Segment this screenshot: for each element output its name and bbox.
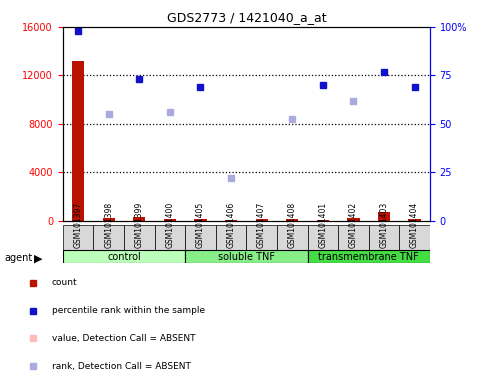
Bar <box>246 225 277 250</box>
Text: GSM101404: GSM101404 <box>410 202 419 248</box>
Bar <box>63 250 185 263</box>
Bar <box>338 225 369 250</box>
Text: GSM101401: GSM101401 <box>318 202 327 248</box>
Text: GSM101397: GSM101397 <box>73 202 83 248</box>
Text: GSM101399: GSM101399 <box>135 202 144 248</box>
Bar <box>185 225 216 250</box>
Text: GSM101408: GSM101408 <box>288 202 297 248</box>
Bar <box>308 225 338 250</box>
Text: GSM101403: GSM101403 <box>380 202 388 248</box>
Text: percentile rank within the sample: percentile rank within the sample <box>52 306 205 315</box>
Text: GSM101402: GSM101402 <box>349 202 358 248</box>
Bar <box>63 225 93 250</box>
Text: GSM101405: GSM101405 <box>196 202 205 248</box>
Text: rank, Detection Call = ABSENT: rank, Detection Call = ABSENT <box>52 362 191 371</box>
Text: GSM101406: GSM101406 <box>227 202 236 248</box>
Bar <box>93 225 124 250</box>
Bar <box>256 219 268 221</box>
Bar <box>102 218 115 221</box>
Bar <box>155 225 185 250</box>
Bar <box>194 219 207 221</box>
Bar <box>308 250 430 263</box>
Text: count: count <box>52 278 77 287</box>
Bar <box>124 225 155 250</box>
Text: control: control <box>107 252 141 262</box>
Title: GDS2773 / 1421040_a_at: GDS2773 / 1421040_a_at <box>167 11 326 24</box>
Text: ▶: ▶ <box>34 253 43 263</box>
Bar <box>164 219 176 221</box>
Bar <box>225 220 237 221</box>
Text: transmembrane TNF: transmembrane TNF <box>318 252 419 262</box>
Text: GSM101400: GSM101400 <box>165 202 174 248</box>
Bar <box>317 220 329 221</box>
Bar <box>409 218 421 221</box>
Bar <box>72 61 84 221</box>
Bar <box>399 225 430 250</box>
Bar <box>347 218 359 221</box>
Text: agent: agent <box>5 253 33 263</box>
Bar <box>286 219 298 221</box>
Text: GSM101407: GSM101407 <box>257 202 266 248</box>
Bar <box>369 225 399 250</box>
Text: soluble TNF: soluble TNF <box>218 252 275 262</box>
Text: GSM101398: GSM101398 <box>104 202 113 248</box>
Text: value, Detection Call = ABSENT: value, Detection Call = ABSENT <box>52 334 195 343</box>
Bar <box>185 250 308 263</box>
Bar <box>133 217 145 221</box>
Bar <box>277 225 308 250</box>
Bar <box>216 225 246 250</box>
Bar <box>378 212 390 221</box>
